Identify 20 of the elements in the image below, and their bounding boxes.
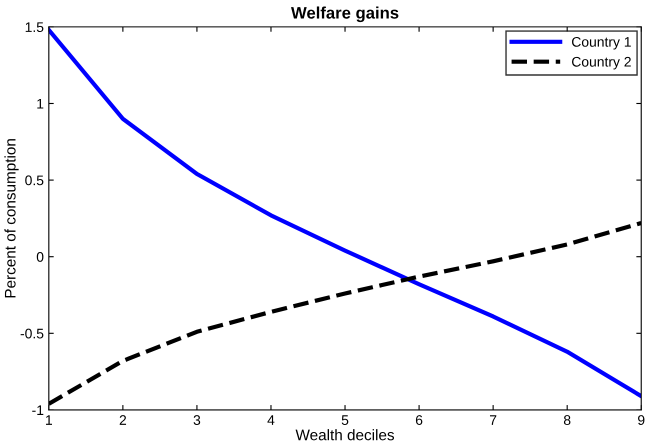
x-tick-label: 1 [46,415,52,425]
x-tick-label: 7 [490,415,496,425]
x-tick-label: 3 [194,415,200,425]
y-tick-label: 0.5 [25,175,44,186]
x-tick-label: 5 [342,415,348,425]
y-axis-title: Percent of consumption [4,139,19,298]
y-tick-label: 0 [36,252,44,262]
x-tick-label: 6 [416,415,422,425]
x-tick-label: 4 [267,415,274,425]
y-tick-label: -0.5 [20,328,44,338]
chart-title: Welfare gains [291,6,398,22]
y-tick-label: 1 [37,98,44,109]
x-axis-title: Wealth deciles [296,429,394,440]
y-tick-label: -1 [32,405,44,415]
legend-label: Country 2 [572,56,631,70]
y-tick-label: 1.5 [26,22,44,32]
x-tick-label: 9 [638,415,644,425]
x-tick-label: 8 [564,415,570,425]
legend-label: Country 1 [572,36,631,50]
x-tick-label: 2 [120,415,126,425]
